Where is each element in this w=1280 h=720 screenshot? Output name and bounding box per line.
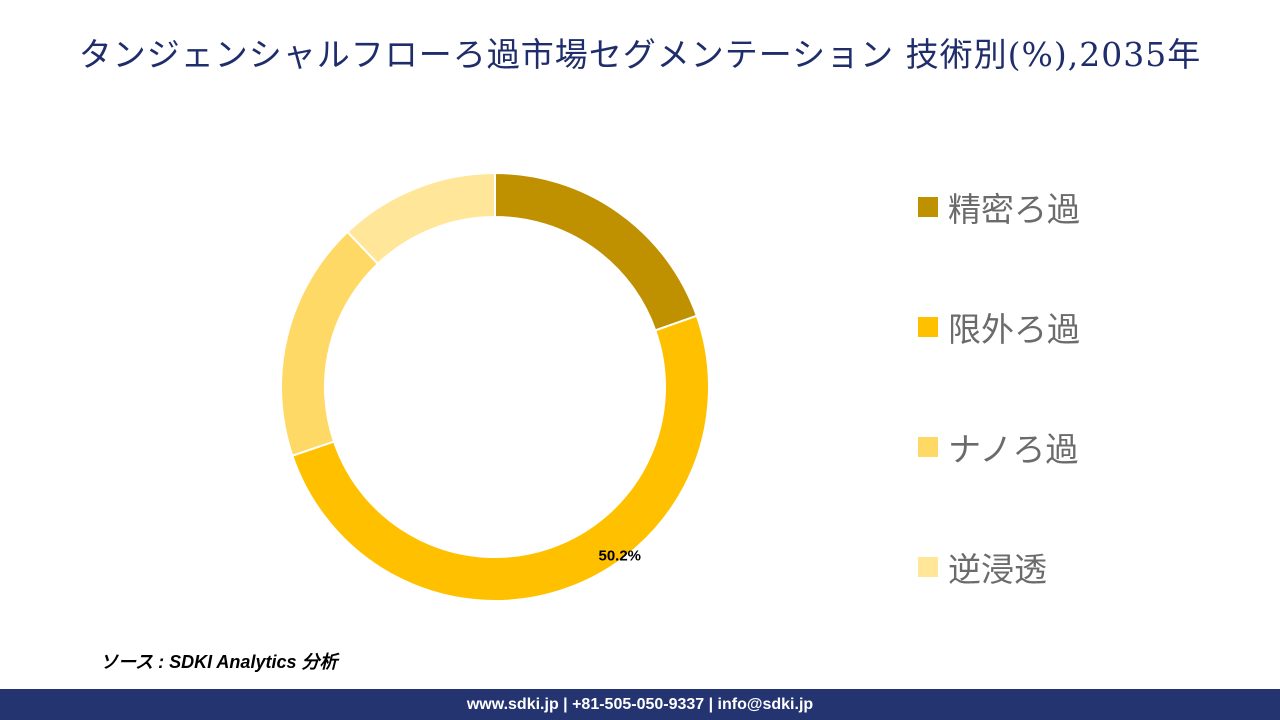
source-note: ソース : SDKI Analytics 分析 (100, 652, 338, 672)
legend-swatch (918, 437, 938, 457)
legend-label: 精密ろ過 (948, 190, 1080, 229)
donut-slice-4 (346, 171, 496, 266)
legend-swatch (918, 317, 938, 337)
footer-contact: www.sdki.jp | +81-505-050-9337 | info@sd… (0, 689, 1280, 720)
legend-label: 限外ろ過 (948, 310, 1080, 349)
donut-slice-1 (494, 171, 699, 332)
chart-title: タンジェンシャルフローろ過市場セグメンテーション 技術別(%),2035年 (78, 35, 1202, 74)
legend-item: 精密ろ過 (918, 147, 1080, 267)
legend-label: ナノろ過 (948, 430, 1079, 469)
legend-swatch (918, 557, 938, 577)
legend-label: 逆浸透 (948, 550, 1047, 589)
donut-slice-3 (280, 230, 380, 457)
legend-item: 限外ろ過 (918, 267, 1080, 387)
donut-slice-2 (291, 314, 711, 603)
legend-item: 逆浸透 (918, 507, 1047, 627)
legend-swatch (918, 197, 938, 217)
legend-item: ナノろ過 (918, 387, 1078, 507)
data-label: 50.2% (598, 547, 641, 564)
